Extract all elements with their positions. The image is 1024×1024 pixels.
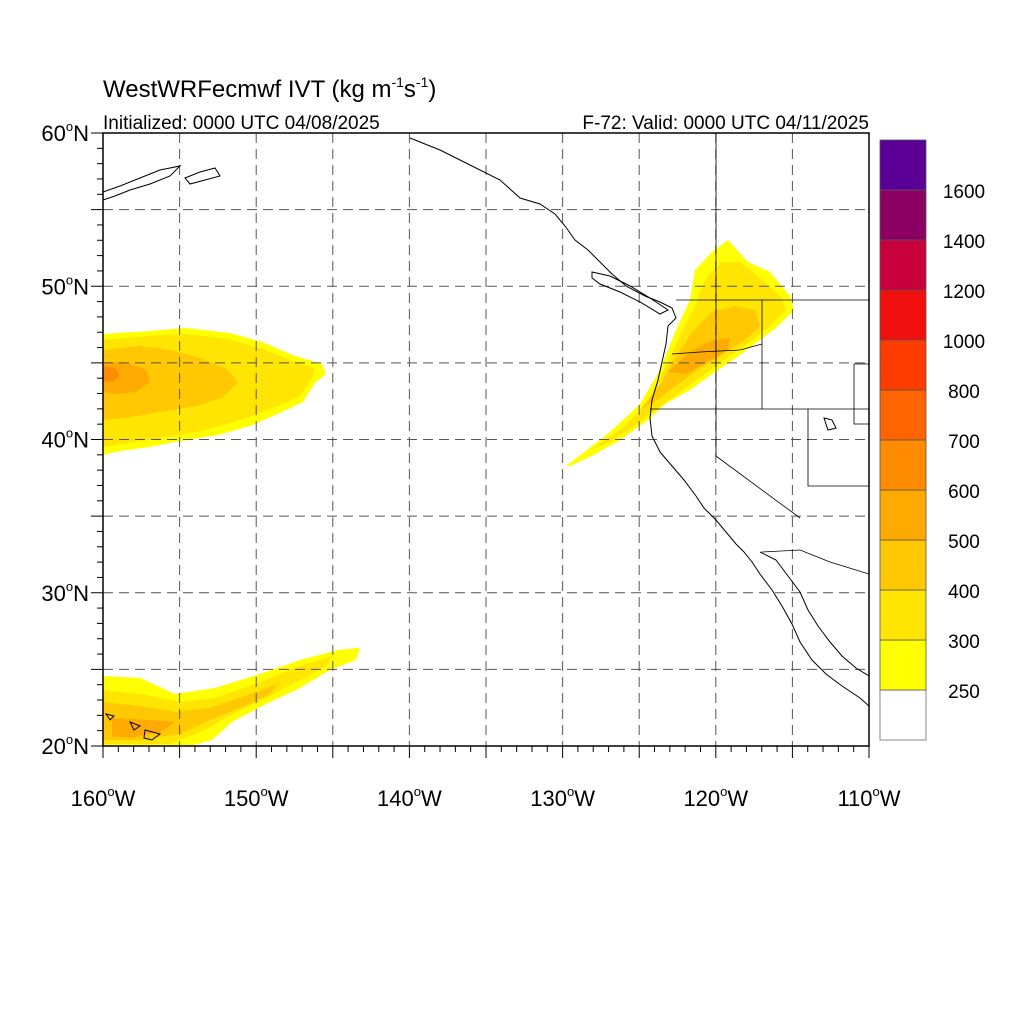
colorbar-label: 800 bbox=[948, 382, 980, 403]
us-west-coast bbox=[649, 325, 869, 707]
bc-coast bbox=[587, 249, 677, 327]
map-title: WestWRFecmwf IVT (kg m-1s-1) bbox=[103, 74, 436, 103]
alaska-islands bbox=[184, 167, 221, 185]
colorbar-box bbox=[879, 539, 927, 591]
colorbar-label: 600 bbox=[948, 482, 980, 503]
nevada-border bbox=[715, 133, 801, 519]
colorbar-label: 400 bbox=[948, 582, 980, 603]
ivt-plume-west-400 bbox=[103, 346, 238, 420]
colorbar-label: 1200 bbox=[943, 282, 985, 303]
ivt-ar-coast-500 bbox=[668, 338, 730, 374]
initialized-time: Initialized: 0000 UTC 04/08/2025 bbox=[103, 113, 380, 134]
colorbar-box bbox=[879, 439, 927, 491]
colorbar-label: 1000 bbox=[943, 332, 985, 353]
lat-label: 60oN bbox=[41, 119, 89, 146]
lat-label: 40oN bbox=[41, 426, 89, 453]
coastlines bbox=[103, 137, 869, 741]
colorbar-box-below bbox=[879, 689, 927, 741]
lat-label: 30oN bbox=[41, 579, 89, 606]
colorbar-box bbox=[879, 389, 927, 441]
axis-ticks bbox=[91, 132, 870, 758]
baja-coast bbox=[759, 551, 869, 677]
colorbar-label: 500 bbox=[948, 532, 980, 553]
us-mexico-border bbox=[761, 549, 869, 575]
wyoming-box bbox=[853, 363, 869, 425]
lon-axis-labels: 160oW 150oW 140oW 130oW 120oW 110oW bbox=[71, 784, 901, 811]
ivt-shading bbox=[103, 240, 794, 746]
lon-label: 110oW bbox=[837, 784, 900, 811]
colorbar-box bbox=[879, 639, 927, 691]
lat-label: 20oN bbox=[41, 732, 89, 759]
great-salt-lake bbox=[823, 417, 837, 431]
colorbar-box bbox=[879, 589, 927, 641]
lon-label: 120oW bbox=[683, 784, 748, 811]
state-borders bbox=[650, 133, 869, 575]
ivt-plume-south-500 bbox=[112, 718, 175, 738]
colorbar-box bbox=[879, 339, 927, 391]
colorbar: 250 300 400 500 600 700 800 1000 1200 1400 1600 bbox=[879, 139, 985, 741]
lon-label: 160oW bbox=[71, 784, 136, 811]
hawaii-islands bbox=[104, 713, 162, 741]
lat-axis-labels: 60oN 50oN 40oN 30oN 20oN bbox=[41, 119, 89, 759]
valid-time: F-72: Valid: 0000 UTC 04/11/2025 bbox=[582, 113, 869, 134]
colorbar-label: 700 bbox=[948, 432, 980, 453]
colorbar-box bbox=[879, 189, 927, 241]
colorbar-box bbox=[879, 139, 927, 191]
colorbar-label: 1400 bbox=[943, 232, 985, 253]
colorbar-box bbox=[879, 489, 927, 541]
ivt-plume-west-600 bbox=[103, 366, 120, 382]
gulf-alaska-coast bbox=[409, 137, 589, 251]
lon-label: 140oW bbox=[377, 784, 442, 811]
colorbar-label: 1600 bbox=[943, 182, 985, 203]
vancouver-island bbox=[591, 271, 669, 315]
colorbar-box bbox=[879, 239, 927, 291]
colorbar-label: 300 bbox=[948, 632, 980, 653]
colorbar-label: 250 bbox=[948, 682, 980, 703]
lat-label: 50oN bbox=[41, 272, 89, 299]
colorbar-box bbox=[879, 289, 927, 341]
alaska-coast bbox=[103, 165, 182, 201]
utah-border bbox=[807, 409, 869, 487]
lon-label: 130oW bbox=[530, 784, 595, 811]
wa-or-border bbox=[671, 343, 763, 355]
lon-label: 150oW bbox=[224, 784, 289, 811]
